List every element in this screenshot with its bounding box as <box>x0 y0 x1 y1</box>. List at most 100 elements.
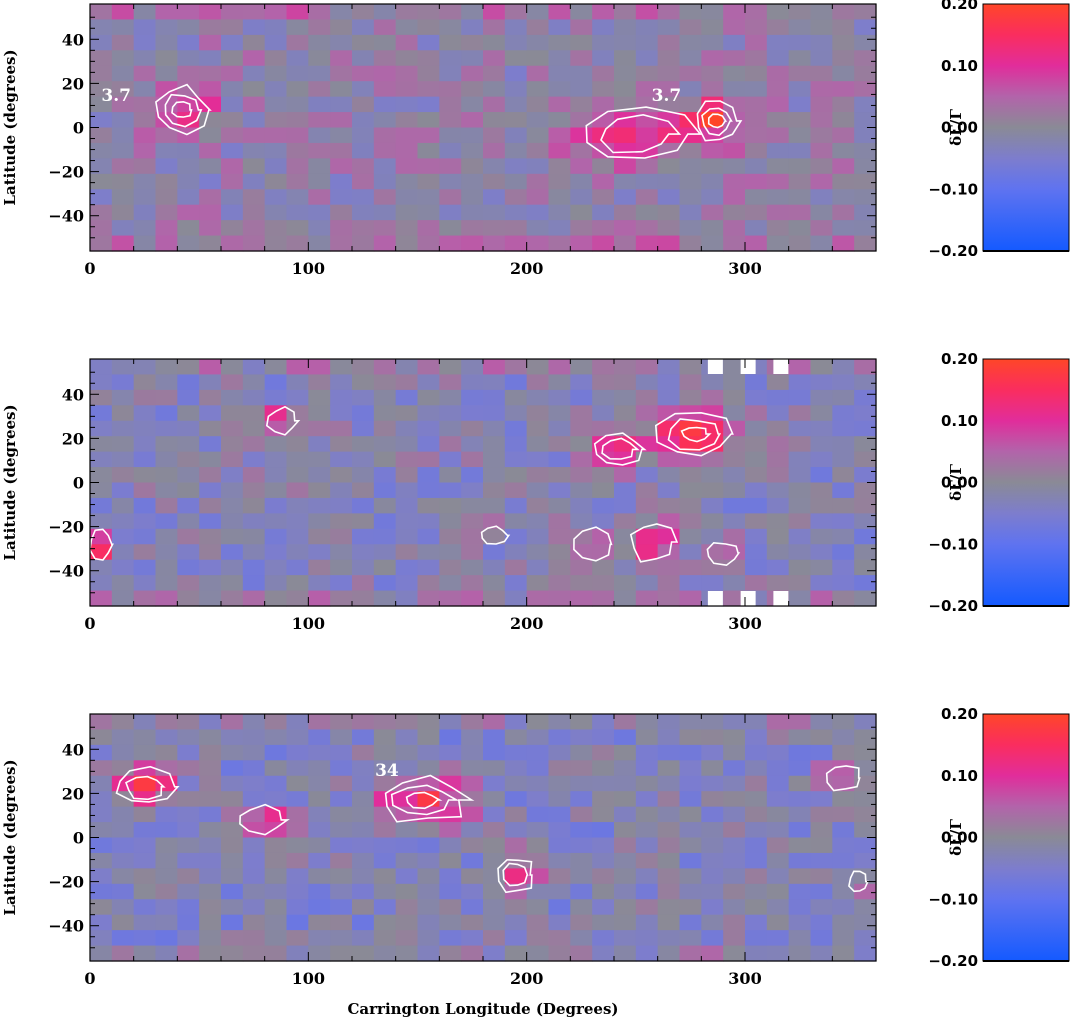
heatmap-cell <box>701 914 724 931</box>
heatmap-cell <box>286 590 309 607</box>
heatmap-cell <box>308 930 331 947</box>
heatmap-cell <box>242 883 266 900</box>
heatmap-cell <box>614 528 637 545</box>
heatmap-cell <box>242 482 266 499</box>
heatmap-cell <box>788 436 812 453</box>
heatmap-cell <box>90 220 113 237</box>
heatmap-cell <box>504 96 528 113</box>
heatmap-cell <box>286 513 309 530</box>
heatmap-cell <box>461 359 484 376</box>
contour-label: 3.7 <box>101 86 131 106</box>
heatmap-cell <box>766 420 790 437</box>
heatmap-cell <box>417 822 440 839</box>
heatmap-cell <box>570 945 593 962</box>
heatmap-cell <box>723 158 746 175</box>
heatmap-cell <box>548 142 571 159</box>
heatmap-cell <box>592 852 615 869</box>
heatmap-cell <box>199 112 222 129</box>
y-axis-label: Latitude (degrees) <box>1 759 19 915</box>
contour-line <box>115 765 180 803</box>
contour-line <box>825 765 861 792</box>
heatmap-cell <box>395 4 419 21</box>
heatmap-cell <box>373 497 397 514</box>
heatmap-cell <box>723 4 746 21</box>
heatmap-cell <box>832 883 855 900</box>
heatmap-cell <box>177 837 200 854</box>
heatmap-cell <box>264 451 288 468</box>
heatmap-cell <box>330 158 353 175</box>
heatmap-cell <box>439 374 462 391</box>
heatmap-cell <box>373 883 397 900</box>
heatmap-cell <box>417 714 440 731</box>
heatmap-cell <box>832 575 855 592</box>
heatmap-cell <box>548 883 571 900</box>
heatmap-cell <box>308 822 331 839</box>
heatmap-cell <box>133 775 157 792</box>
heatmap-cell <box>417 544 440 561</box>
heatmap-cell <box>745 729 768 746</box>
heatmap-cell <box>766 96 790 113</box>
heatmap-cell <box>199 590 222 607</box>
heatmap-cell <box>199 544 222 561</box>
heatmap-cell <box>461 575 484 592</box>
heatmap-cell <box>439 235 462 252</box>
heatmap-cell <box>701 791 724 808</box>
heatmap-cell <box>221 791 244 808</box>
heatmap-cell <box>461 112 484 129</box>
heatmap-cell <box>570 729 593 746</box>
heatmap-cell <box>133 744 157 761</box>
heatmap-cell <box>352 590 375 607</box>
heatmap-cell <box>832 451 855 468</box>
heatmap-cell <box>330 852 353 869</box>
missing-data-cell <box>707 359 723 374</box>
heatmap-cell <box>308 34 331 51</box>
heatmap-cell <box>504 374 528 391</box>
heatmap-cell <box>679 806 702 823</box>
heatmap-cell <box>854 420 877 437</box>
heatmap-cell <box>308 868 331 885</box>
heatmap-cell <box>242 714 266 731</box>
heatmap-cell <box>592 760 615 777</box>
heatmap-cell <box>461 513 484 530</box>
heatmap-cell <box>701 451 724 468</box>
heatmap-cell <box>570 806 593 823</box>
heatmap-cell <box>526 883 550 900</box>
heatmap-cell <box>352 528 375 545</box>
heatmap-cell <box>330 142 353 159</box>
heatmap-cell <box>417 374 440 391</box>
heatmap-cell <box>155 714 178 731</box>
heatmap-cell <box>286 189 309 206</box>
heatmap-cell <box>614 112 637 129</box>
heatmap-cell <box>504 744 528 761</box>
heatmap-cell <box>330 575 353 592</box>
heatmap-cell <box>635 729 659 746</box>
heatmap-cell <box>526 930 550 947</box>
heatmap-cell <box>504 4 528 21</box>
heatmap-cell <box>199 822 222 839</box>
heatmap-cell <box>155 189 178 206</box>
heatmap-cell <box>199 914 222 931</box>
heatmap-cell <box>548 513 571 530</box>
heatmap-cell <box>286 528 309 545</box>
heatmap-cell <box>766 4 790 21</box>
heatmap-cell <box>766 235 790 252</box>
heatmap-cell <box>592 467 615 484</box>
heatmap-cell <box>417 112 440 129</box>
heatmap-cell <box>111 497 135 514</box>
heatmap-cell <box>264 744 288 761</box>
heatmap-cell <box>461 19 484 36</box>
heatmap-cell <box>810 744 833 761</box>
heatmap-cell <box>723 575 746 592</box>
heatmap-cell <box>177 714 200 731</box>
heatmap-cell <box>286 81 309 98</box>
heatmap-cell <box>133 65 157 82</box>
heatmap-cell <box>548 436 571 453</box>
heatmap-cell <box>614 204 637 221</box>
heatmap-cell <box>90 235 113 252</box>
heatmap-cell <box>330 112 353 129</box>
heatmap-cell <box>483 173 506 190</box>
heatmap-cell <box>766 189 790 206</box>
heatmap-cell <box>90 714 113 731</box>
heatmap-cell <box>242 112 266 129</box>
heatmap-cell <box>679 81 702 98</box>
